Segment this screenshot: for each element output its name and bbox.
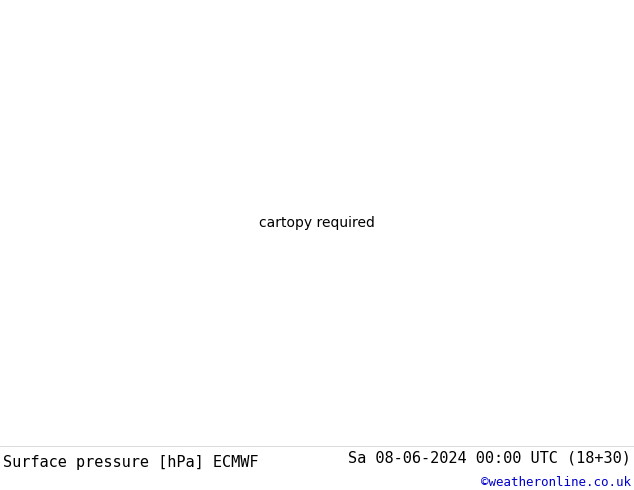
Text: ©weatheronline.co.uk: ©weatheronline.co.uk <box>481 476 631 489</box>
Text: cartopy required: cartopy required <box>259 216 375 230</box>
Text: Surface pressure [hPa] ECMWF: Surface pressure [hPa] ECMWF <box>3 455 259 470</box>
Text: Sa 08-06-2024 00:00 UTC (18+30): Sa 08-06-2024 00:00 UTC (18+30) <box>348 451 631 466</box>
